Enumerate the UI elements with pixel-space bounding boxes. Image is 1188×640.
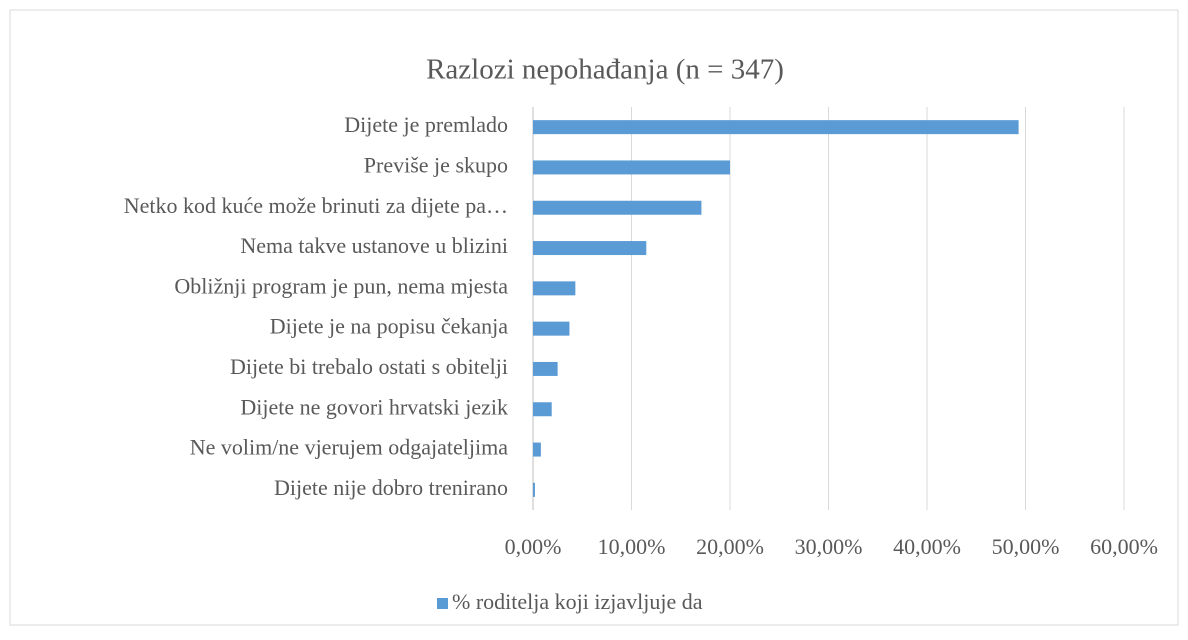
y-tick-label: Nema takve ustanove u blizini: [240, 233, 508, 258]
bar: [533, 442, 541, 457]
y-tick-label: Ne volim/ne vjerujem odgajateljima: [190, 435, 509, 460]
x-tick-label: 30,00%: [795, 534, 863, 559]
y-tick-label: Dijete bi trebalo ostati s obitelji: [230, 354, 508, 379]
bar: [533, 361, 558, 376]
chart-title: Razlozi nepohađanja (n = 347): [426, 54, 784, 86]
bar: [533, 402, 552, 417]
chart-border: [9, 9, 1179, 626]
x-tick-label: 50,00%: [992, 534, 1060, 559]
y-tick-label: Previše je skupo: [364, 152, 508, 177]
x-tick-label: 40,00%: [893, 534, 961, 559]
legend-swatch: [437, 598, 448, 609]
x-tick-label: 20,00%: [696, 534, 764, 559]
legend-label: % roditelja koji izjavljuje da: [452, 589, 703, 614]
bar: [533, 200, 702, 215]
y-tick-label: Dijete nije dobro trenirano: [274, 475, 508, 500]
y-tick-label: Netko kod kuće može brinuti za dijete pa…: [124, 193, 508, 218]
y-tick-label: Dijete je premlado: [344, 112, 508, 137]
y-tick-label: Obližnji program je pun, nema mjesta: [174, 273, 508, 298]
bar: [533, 321, 570, 336]
y-tick-label: Dijete je na popisu čekanja: [270, 314, 508, 339]
bar: [533, 281, 576, 296]
x-tick-label: 60,00%: [1090, 534, 1158, 559]
bar: [533, 482, 535, 497]
y-tick-label: Dijete ne govori hrvatski jezik: [240, 394, 508, 419]
x-tick-label: 0,00%: [505, 534, 562, 559]
bar: [533, 160, 730, 175]
x-tick-label: 10,00%: [598, 534, 666, 559]
bar: [533, 120, 1019, 135]
bar: [533, 241, 647, 256]
